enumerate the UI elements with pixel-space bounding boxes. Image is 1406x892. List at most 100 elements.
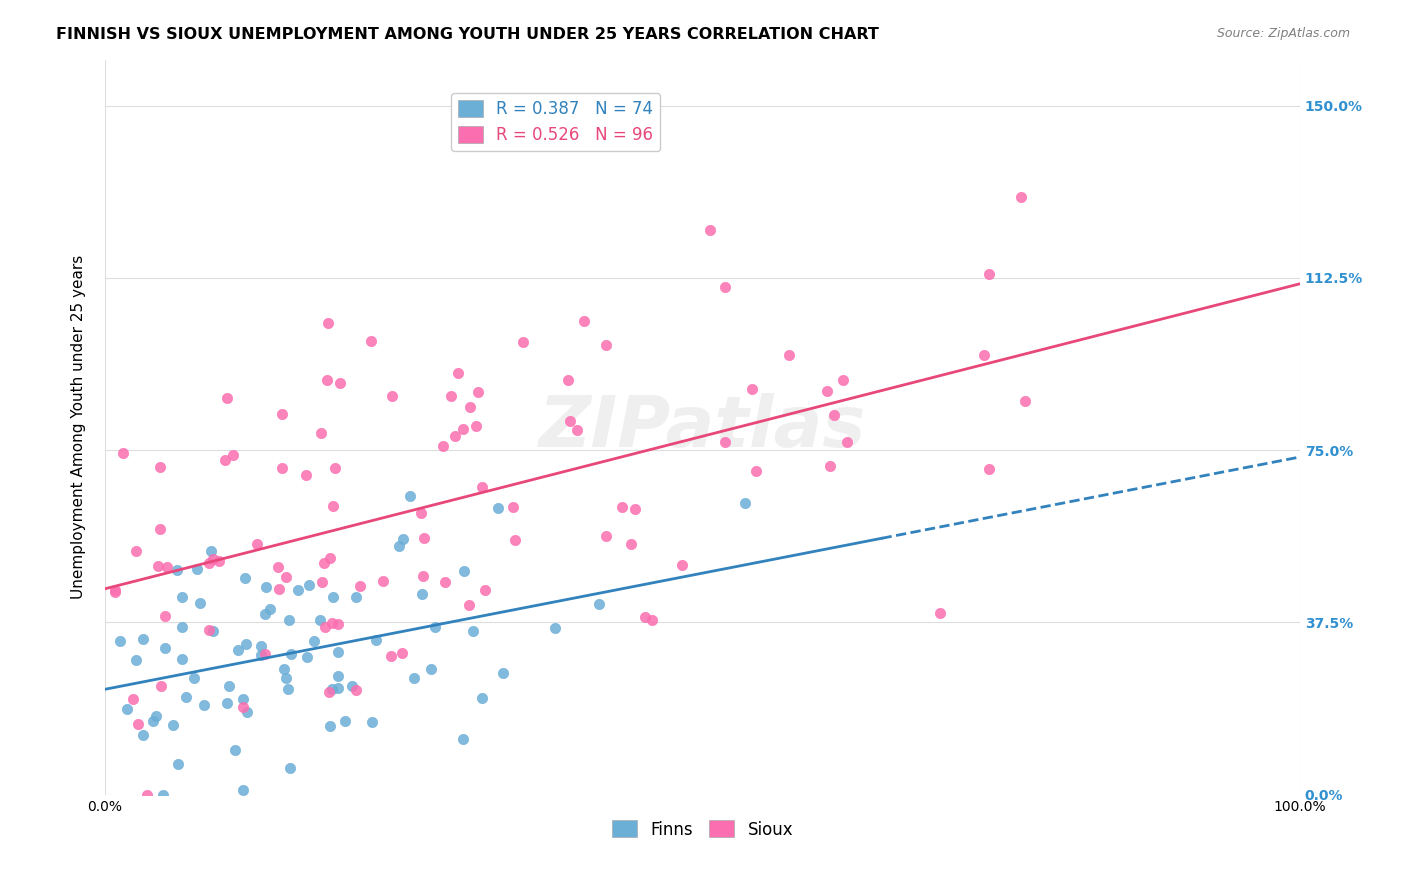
Point bbox=[201, 552, 224, 566]
Point bbox=[319, 550, 342, 565]
Point bbox=[502, 500, 524, 514]
Point bbox=[433, 574, 456, 589]
Point bbox=[297, 649, 319, 664]
Point bbox=[371, 574, 394, 588]
Point bbox=[329, 376, 352, 390]
Text: FINNISH VS SIOUX UNEMPLOYMENT AMONG YOUTH UNDER 25 YEARS CORRELATION CHART: FINNISH VS SIOUX UNEMPLOYMENT AMONG YOUT… bbox=[56, 27, 879, 42]
Point bbox=[217, 697, 239, 711]
Point bbox=[412, 568, 434, 582]
Point bbox=[202, 624, 225, 638]
Point bbox=[1014, 394, 1036, 409]
Point bbox=[235, 571, 257, 585]
Point bbox=[193, 698, 215, 713]
Point bbox=[447, 366, 470, 380]
Point bbox=[104, 584, 127, 599]
Point bbox=[145, 708, 167, 723]
Point bbox=[232, 691, 254, 706]
Point bbox=[295, 468, 318, 483]
Point bbox=[671, 558, 693, 572]
Point bbox=[314, 620, 336, 634]
Point bbox=[304, 633, 326, 648]
Point bbox=[467, 384, 489, 399]
Point bbox=[486, 501, 509, 516]
Point bbox=[318, 684, 340, 698]
Point bbox=[312, 556, 335, 570]
Point bbox=[278, 613, 301, 627]
Point bbox=[311, 574, 333, 589]
Point bbox=[224, 743, 246, 757]
Point bbox=[818, 458, 841, 473]
Point bbox=[734, 496, 756, 510]
Point bbox=[492, 665, 515, 680]
Point bbox=[361, 714, 384, 729]
Point bbox=[595, 529, 617, 543]
Point bbox=[388, 539, 411, 553]
Point bbox=[149, 522, 172, 536]
Point bbox=[326, 645, 349, 659]
Point bbox=[451, 731, 474, 746]
Point bbox=[150, 679, 173, 693]
Point bbox=[411, 506, 433, 520]
Point bbox=[198, 556, 221, 570]
Point bbox=[127, 717, 149, 731]
Point bbox=[544, 621, 567, 635]
Point bbox=[474, 582, 496, 597]
Point bbox=[170, 652, 193, 666]
Point bbox=[321, 682, 343, 697]
Point bbox=[503, 533, 526, 547]
Point bbox=[391, 646, 413, 660]
Point bbox=[197, 623, 219, 637]
Point bbox=[364, 632, 387, 647]
Point bbox=[273, 662, 295, 676]
Point bbox=[360, 334, 382, 349]
Point bbox=[214, 452, 236, 467]
Point bbox=[778, 348, 800, 362]
Point bbox=[979, 462, 1001, 476]
Point bbox=[623, 502, 645, 516]
Point bbox=[232, 699, 254, 714]
Point bbox=[392, 532, 415, 546]
Point bbox=[815, 384, 838, 398]
Point bbox=[322, 500, 344, 514]
Point bbox=[398, 489, 420, 503]
Point bbox=[641, 613, 664, 627]
Point bbox=[236, 705, 259, 719]
Point bbox=[440, 389, 463, 403]
Point bbox=[135, 788, 157, 802]
Point bbox=[112, 446, 135, 460]
Point bbox=[270, 408, 292, 422]
Point bbox=[148, 559, 170, 574]
Point bbox=[172, 590, 194, 604]
Point bbox=[714, 435, 737, 450]
Point bbox=[267, 560, 290, 574]
Point bbox=[162, 718, 184, 732]
Point bbox=[167, 756, 190, 771]
Point bbox=[267, 582, 290, 596]
Point bbox=[245, 537, 267, 551]
Point bbox=[153, 641, 176, 656]
Point bbox=[226, 642, 249, 657]
Point bbox=[115, 702, 138, 716]
Point bbox=[174, 690, 197, 704]
Point bbox=[298, 578, 321, 592]
Point bbox=[170, 620, 193, 634]
Point bbox=[183, 671, 205, 685]
Point bbox=[620, 537, 643, 551]
Point bbox=[321, 615, 343, 630]
Point bbox=[315, 373, 337, 387]
Point bbox=[411, 587, 433, 601]
Point bbox=[274, 570, 297, 584]
Point bbox=[188, 596, 211, 610]
Legend: Finns, Sioux: Finns, Sioux bbox=[605, 814, 800, 846]
Point bbox=[249, 639, 271, 653]
Point bbox=[572, 314, 595, 328]
Point bbox=[381, 389, 404, 403]
Point bbox=[215, 391, 238, 405]
Point bbox=[973, 348, 995, 362]
Point bbox=[278, 761, 301, 775]
Point bbox=[413, 531, 436, 545]
Point bbox=[249, 648, 271, 662]
Point bbox=[277, 682, 299, 697]
Point bbox=[326, 681, 349, 696]
Point bbox=[104, 582, 127, 597]
